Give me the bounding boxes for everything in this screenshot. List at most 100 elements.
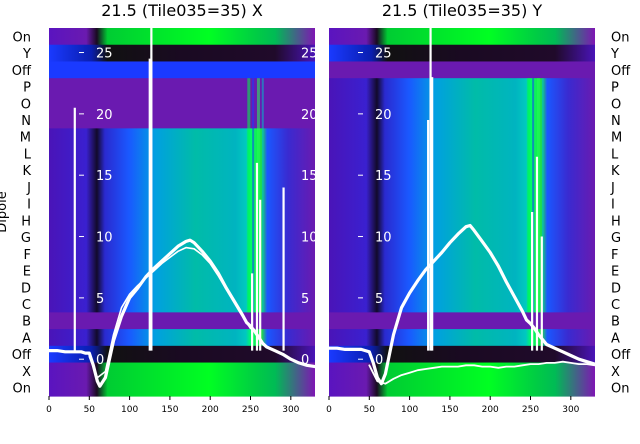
x-tick-label: 100	[121, 405, 138, 415]
heatmap-row	[49, 44, 315, 63]
row-label: G	[611, 231, 621, 246]
heatmap-row	[49, 278, 315, 297]
heatmap-row	[49, 262, 315, 280]
row-label: H	[611, 214, 621, 229]
x-tick-label: 150	[161, 405, 178, 415]
row-label: K	[611, 164, 620, 179]
x-tick-label: 50	[84, 405, 96, 415]
heatmap-row	[329, 94, 595, 113]
x-tick-label: 250	[522, 405, 539, 415]
heatmap-streak	[527, 78, 531, 313]
heatmap-streak	[247, 78, 251, 313]
heatmap-streak	[541, 78, 544, 313]
overlay-tick-label: 10	[96, 231, 113, 246]
x-tick-label: 300	[562, 405, 579, 415]
heatmap-row	[329, 111, 595, 129]
row-label: N	[611, 114, 621, 129]
heatmap-row	[49, 61, 315, 79]
heatmap-row	[329, 145, 595, 163]
x-tick-label: 0	[46, 405, 52, 415]
row-label: D	[21, 281, 31, 296]
x-tick-label: 200	[202, 405, 219, 415]
heatmap-row	[329, 44, 595, 63]
x-tick-label: 200	[482, 405, 499, 415]
row-label: On	[611, 382, 629, 397]
heatmap-row	[49, 78, 315, 96]
heatmap-row	[329, 128, 595, 146]
overlay-ticks-y: 25 20 15 10 5 0	[358, 47, 392, 368]
panel-x: 21.5 (Tile035=35) X Dipole On Y Off PONMLKJ…	[0, 1, 318, 415]
row-label: On	[13, 382, 31, 397]
heatmap-row	[49, 329, 315, 347]
x-tick-label: 300	[282, 405, 299, 415]
row-label: M	[611, 131, 622, 146]
row-label: X	[22, 365, 31, 380]
x-tick-label: 100	[401, 405, 418, 415]
x-ticks-x: 0 50 100 150 200 250 300	[46, 396, 300, 415]
heatmap-row	[329, 312, 595, 330]
heatmap-row	[49, 178, 315, 196]
heatmap-row	[49, 295, 315, 313]
row-label: X	[611, 365, 620, 380]
overlay-tick-label: 20	[96, 108, 113, 123]
heatmap-row	[329, 61, 595, 79]
row-label: J	[610, 181, 615, 196]
row-label: On	[611, 30, 629, 45]
heatmap-row	[49, 111, 315, 129]
heatmap-row	[329, 362, 595, 380]
heatmap-row	[329, 195, 595, 213]
heatmap-row	[329, 278, 595, 297]
heatmap-row	[49, 362, 315, 380]
heatmap-row	[49, 28, 315, 46]
row-label: A	[611, 331, 620, 346]
row-label: H	[21, 214, 31, 229]
overlay-tick-label: 5	[96, 292, 104, 307]
heatmap-streak	[532, 78, 535, 313]
panel-x-title: 21.5 (Tile035=35) X	[101, 1, 263, 20]
row-label: C	[22, 298, 31, 313]
x-tick-label: 0	[326, 405, 332, 415]
row-label: B	[611, 315, 620, 330]
row-label: Off	[611, 64, 631, 79]
heatmap-row	[49, 195, 315, 213]
overlay-tick-label: 10	[375, 231, 392, 246]
overlay-tick-label: 5	[375, 292, 383, 307]
x-tick-label: 150	[441, 405, 458, 415]
row-label: Y	[610, 47, 619, 62]
row-label: On	[13, 30, 31, 45]
overlay-x	[47, 28, 317, 388]
heatmap-x	[49, 28, 315, 397]
overlay-tick-label: 25	[375, 47, 392, 62]
row-label: P	[611, 81, 619, 96]
heatmap-row	[329, 295, 595, 313]
heatmap-row	[49, 245, 315, 263]
row-label: Off	[611, 348, 631, 363]
y-axis-label: Dipole	[0, 191, 10, 232]
heatmap-row	[49, 161, 315, 180]
overlay-y	[327, 28, 597, 386]
heatmap-row	[329, 379, 595, 397]
row-label: I	[611, 198, 615, 213]
row-label: Off	[12, 64, 32, 79]
row-label: E	[23, 265, 31, 280]
overlay-tick-label-right: 15	[301, 169, 318, 184]
panel-y-title: 21.5 (Tile035=35) Y	[382, 1, 543, 20]
heatmap-row	[329, 161, 595, 180]
heatmap-row	[329, 212, 595, 230]
x-ticks-y: 0 50 100 150 200 250 300	[326, 396, 580, 415]
row-label: D	[611, 281, 621, 296]
x-tick-label: 50	[364, 405, 376, 415]
heatmap-row	[49, 212, 315, 230]
overlay-ticks-x: 25 20 15 10 5 0 25 20 15 10 5 0	[79, 47, 318, 368]
x-tick-label: 250	[242, 405, 259, 415]
overlay-line-primary	[327, 223, 597, 386]
row-label: G	[21, 231, 31, 246]
overlay-tick-label-right: 5	[301, 292, 309, 307]
overlay-tick-label: 0	[375, 353, 383, 368]
overlay-line-secondary	[88, 246, 252, 379]
overlay-tick-label-right: 20	[301, 108, 318, 123]
overlay-line-primary	[47, 238, 317, 388]
heatmap-streak	[256, 78, 260, 313]
